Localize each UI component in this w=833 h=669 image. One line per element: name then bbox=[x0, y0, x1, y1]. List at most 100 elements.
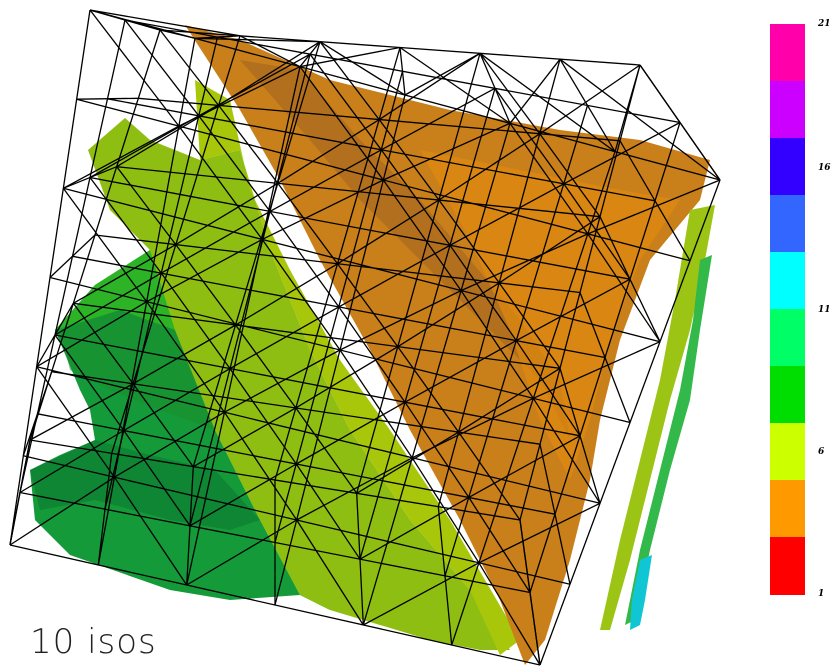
wireframe-edge bbox=[478, 502, 601, 564]
wireframe-edge bbox=[338, 244, 451, 308]
wireframe-edge bbox=[97, 453, 113, 566]
wireframe-edge bbox=[186, 466, 194, 586]
wireframe-edge bbox=[114, 411, 225, 478]
legend-band bbox=[770, 138, 805, 196]
wireframe-edge bbox=[296, 519, 364, 626]
wireframe-edge bbox=[224, 349, 341, 413]
wireframe-edge bbox=[309, 53, 382, 151]
wireframe-edge bbox=[437, 506, 453, 646]
wireframe-edge bbox=[404, 52, 481, 96]
wireframe-edge bbox=[539, 64, 641, 135]
legend-tick-11: 11 bbox=[818, 305, 831, 315]
wireframe-edge bbox=[235, 263, 338, 326]
wireframe-edge bbox=[198, 115, 271, 212]
wireframe-edge bbox=[239, 35, 301, 68]
wireframe-edge bbox=[295, 407, 358, 494]
wireframe-edge bbox=[339, 349, 413, 459]
wireframe-edge bbox=[62, 187, 148, 303]
wireframe-edge bbox=[269, 149, 382, 212]
wireframe-edge bbox=[479, 53, 511, 124]
wireframe-edge bbox=[261, 179, 384, 240]
wireframe-edge bbox=[509, 58, 561, 124]
wireframe-edge bbox=[478, 562, 541, 666]
isosurface-right-green bbox=[625, 255, 712, 625]
legend-band bbox=[770, 423, 805, 481]
wireframe-edge bbox=[113, 476, 188, 586]
wireframe-edge bbox=[468, 497, 531, 593]
wireframe-edge bbox=[192, 407, 297, 468]
wireframe-edge bbox=[49, 234, 96, 278]
wireframe-edge bbox=[146, 301, 225, 413]
wireframe-edge bbox=[295, 401, 406, 465]
wireframe-edge bbox=[339, 290, 462, 351]
wireframe-edge bbox=[72, 302, 134, 385]
wireframe-edge bbox=[539, 444, 571, 585]
wireframe-edge bbox=[29, 383, 134, 441]
wireframe-edge bbox=[468, 435, 581, 498]
color-legend: 21 16 11 6 1 bbox=[770, 19, 833, 599]
wireframe-edge bbox=[479, 52, 616, 153]
wireframe-edge bbox=[89, 9, 180, 127]
wireframe-edge bbox=[175, 182, 279, 246]
wireframe-edge bbox=[599, 216, 661, 342]
wireframe-edge bbox=[359, 496, 470, 560]
wireframe-edge bbox=[519, 519, 541, 666]
render-viewport[interactable] bbox=[0, 0, 760, 669]
wireframe-edge bbox=[378, 52, 481, 121]
wireframe-edge bbox=[54, 334, 125, 431]
wireframe-edge bbox=[189, 463, 297, 527]
legend-tick-6: 6 bbox=[818, 447, 825, 457]
wireframe-edge bbox=[515, 278, 631, 342]
wireframe-edge bbox=[614, 64, 641, 152]
wireframe-edge bbox=[404, 401, 470, 498]
wireframe-edge bbox=[319, 41, 406, 96]
wireframe-edge bbox=[356, 493, 364, 626]
legend-band bbox=[770, 537, 805, 595]
legend-tick-16: 16 bbox=[818, 163, 831, 173]
wireframe-edge bbox=[399, 46, 511, 124]
legend-band bbox=[770, 309, 805, 367]
isosurface-render bbox=[9, 9, 721, 666]
wireframe-edge bbox=[399, 47, 406, 96]
wireframe-edge bbox=[295, 346, 399, 409]
legend-band bbox=[770, 366, 805, 424]
wireframe-edge bbox=[261, 239, 341, 351]
wireframe-edge bbox=[438, 199, 500, 284]
wireframe-edge bbox=[337, 199, 440, 265]
wireframe-edge bbox=[383, 122, 511, 181]
wireframe-edge bbox=[175, 244, 237, 326]
wireframe-edge bbox=[404, 340, 517, 403]
wireframe-edge bbox=[123, 430, 191, 527]
wireframe-edge bbox=[411, 397, 534, 459]
wireframe-edge bbox=[460, 290, 534, 399]
wireframe-edge bbox=[123, 368, 231, 432]
wireframe-edge bbox=[479, 52, 541, 135]
wireframe-edge bbox=[587, 233, 661, 343]
wireframe-edge bbox=[277, 119, 380, 184]
isosurface-right-yellowgreen bbox=[600, 205, 715, 630]
wireframe-edge bbox=[89, 177, 162, 274]
wireframe-edge bbox=[22, 371, 53, 457]
wireframe-edge bbox=[619, 140, 691, 262]
legend-band bbox=[770, 195, 805, 253]
wireframe-edge bbox=[411, 457, 480, 564]
legend-tick-1: 1 bbox=[818, 589, 825, 599]
wireframe-edge bbox=[362, 562, 480, 626]
wireframe-edge bbox=[54, 272, 162, 336]
wireframe-edge bbox=[229, 306, 340, 370]
wireframe-edge bbox=[449, 244, 517, 341]
wireframe-edge bbox=[460, 233, 589, 292]
wireframe-edge bbox=[382, 179, 462, 291]
wireframe-edge bbox=[36, 301, 148, 368]
wireframe-edge bbox=[72, 244, 177, 304]
wireframe-edge bbox=[539, 133, 601, 218]
wireframe-edge bbox=[89, 9, 161, 31]
wireframe-edge bbox=[509, 122, 589, 235]
wireframe-edge bbox=[76, 97, 139, 100]
wireframe-edge bbox=[498, 282, 561, 369]
wireframe-edge bbox=[277, 182, 339, 265]
wireframe-edge bbox=[338, 306, 406, 403]
wireframe-edge bbox=[559, 58, 616, 153]
wireframe-edge bbox=[194, 37, 321, 43]
wireframe-edge bbox=[124, 19, 200, 117]
